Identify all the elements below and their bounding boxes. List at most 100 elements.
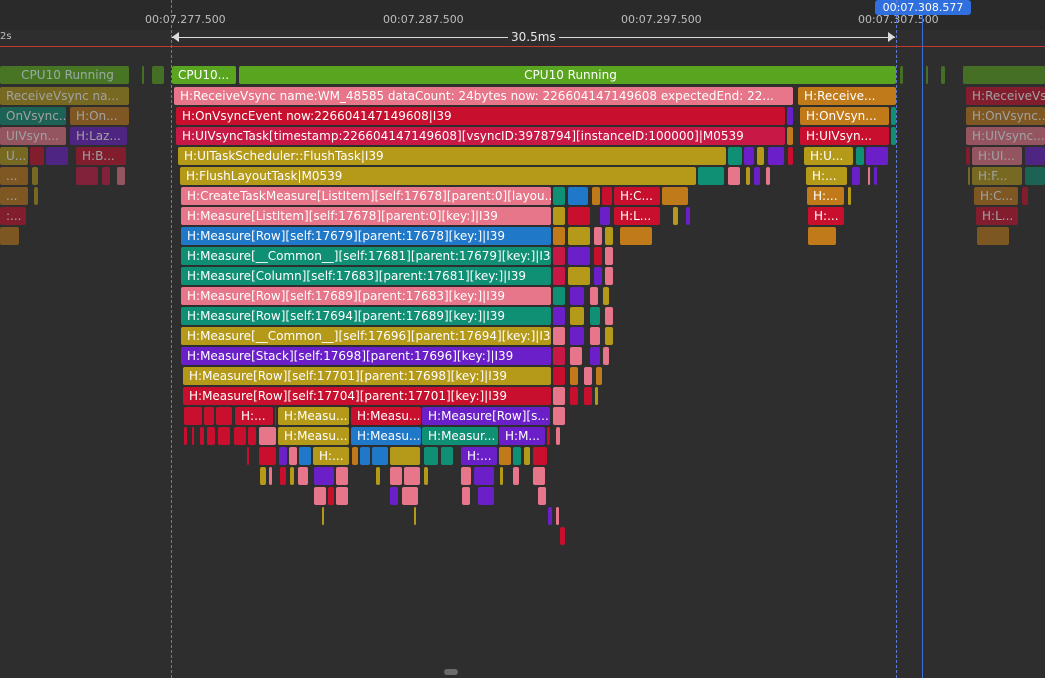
trace-slice[interactable] bbox=[289, 447, 297, 465]
trace-slice[interactable] bbox=[874, 167, 877, 185]
trace-slice[interactable] bbox=[553, 267, 565, 285]
trace-slice[interactable] bbox=[891, 107, 896, 125]
trace-slice[interactable]: UIVsyn... bbox=[0, 127, 66, 145]
trace-slice[interactable] bbox=[390, 487, 398, 505]
trace-slice[interactable] bbox=[553, 347, 565, 365]
trace-slice[interactable] bbox=[298, 467, 308, 485]
trace-slice[interactable] bbox=[866, 147, 888, 165]
trace-slice[interactable] bbox=[605, 227, 613, 245]
trace-slice[interactable] bbox=[592, 187, 600, 205]
cursor-line[interactable] bbox=[922, 15, 923, 678]
trace-slice[interactable] bbox=[603, 347, 609, 365]
trace-slice[interactable]: H:Measu... bbox=[278, 427, 349, 445]
trace-slice[interactable] bbox=[602, 187, 612, 205]
trace-slice[interactable]: H:Measure[Row][self:17689][parent:17683]… bbox=[181, 287, 551, 305]
trace-slice[interactable] bbox=[595, 387, 598, 405]
trace-slice[interactable] bbox=[269, 467, 272, 485]
trace-slice[interactable] bbox=[352, 447, 358, 465]
trace-slice[interactable] bbox=[299, 447, 311, 465]
trace-slice[interactable] bbox=[553, 387, 565, 405]
trace-slice[interactable] bbox=[372, 447, 388, 465]
trace-slice[interactable] bbox=[605, 247, 613, 265]
trace-slice[interactable] bbox=[808, 227, 836, 245]
trace-slice[interactable] bbox=[336, 467, 348, 485]
trace-slice[interactable] bbox=[76, 167, 98, 185]
trace-slice[interactable] bbox=[34, 187, 38, 205]
trace-slice[interactable]: H:L... bbox=[614, 207, 660, 225]
trace-slice[interactable] bbox=[513, 467, 519, 485]
trace-slice[interactable]: H:UITaskScheduler::FlushTask|I39 bbox=[178, 147, 726, 165]
cpu-slice[interactable] bbox=[963, 66, 1045, 84]
trace-slice[interactable] bbox=[461, 467, 471, 485]
trace-slice[interactable] bbox=[248, 427, 256, 445]
trace-slice[interactable] bbox=[728, 147, 742, 165]
trace-slice[interactable]: U... bbox=[0, 147, 28, 165]
trace-slice[interactable] bbox=[0, 227, 19, 245]
trace-slice[interactable] bbox=[570, 327, 584, 345]
trace-slice[interactable] bbox=[605, 327, 613, 345]
trace-slice[interactable]: H:Measu... bbox=[351, 427, 421, 445]
trace-slice[interactable] bbox=[556, 427, 560, 445]
trace-slice[interactable] bbox=[553, 407, 565, 425]
trace-slice[interactable] bbox=[605, 267, 613, 285]
trace-slice[interactable] bbox=[218, 427, 230, 445]
trace-slice[interactable] bbox=[868, 167, 870, 185]
trace-slice[interactable] bbox=[402, 487, 418, 505]
trace-slice[interactable] bbox=[1025, 167, 1045, 185]
trace-slice[interactable] bbox=[184, 427, 187, 445]
trace-slice[interactable] bbox=[590, 347, 600, 365]
trace-slice[interactable]: H:OnVsyncEvent now:226604147149608|I39 bbox=[176, 107, 785, 125]
trace-slice[interactable]: H:F... bbox=[972, 167, 1022, 185]
trace-slice[interactable]: H:... bbox=[808, 207, 844, 225]
trace-slice[interactable] bbox=[570, 307, 584, 325]
cpu-running-slice-left[interactable]: CPU10 Running bbox=[0, 66, 129, 84]
trace-slice[interactable] bbox=[848, 187, 851, 205]
trace-slice[interactable]: H:U... bbox=[804, 147, 853, 165]
trace-slice[interactable]: H:... bbox=[807, 187, 844, 205]
trace-slice[interactable] bbox=[856, 147, 864, 165]
trace-slice[interactable] bbox=[404, 467, 420, 485]
trace-slice[interactable]: H:Measure[Row][s... bbox=[422, 407, 550, 425]
trace-slice[interactable] bbox=[590, 307, 600, 325]
trace-slice[interactable] bbox=[328, 487, 334, 505]
cursor-time-badge[interactable]: 00:07.308.577 bbox=[875, 0, 971, 15]
trace-slice[interactable]: H:Measure[__Common__][self:17696][parent… bbox=[181, 327, 551, 345]
trace-slice[interactable] bbox=[728, 167, 740, 185]
trace-slice[interactable] bbox=[553, 367, 565, 385]
time-ruler[interactable]: 00:07.277.500 00:07.287.500 00:07.297.50… bbox=[0, 0, 1045, 30]
trace-slice[interactable]: H:Measu... bbox=[278, 407, 349, 425]
trace-slice[interactable] bbox=[553, 287, 565, 305]
cpu-slice[interactable] bbox=[926, 66, 928, 84]
trace-slice[interactable] bbox=[548, 507, 552, 525]
trace-slice[interactable] bbox=[314, 467, 334, 485]
trace-slice[interactable]: H:Measu... bbox=[351, 407, 421, 425]
trace-slice[interactable] bbox=[260, 467, 266, 485]
trace-slice[interactable] bbox=[553, 307, 565, 325]
trace-slice[interactable]: H:Measure[Stack][self:17698][parent:1769… bbox=[181, 347, 551, 365]
selection-end-line[interactable] bbox=[896, 0, 897, 678]
trace-slice[interactable]: H:CreateTaskMeasure[ListItem][self:17678… bbox=[181, 187, 551, 205]
trace-slice[interactable] bbox=[553, 327, 565, 345]
trace-slice[interactable] bbox=[524, 447, 530, 465]
trace-slice[interactable] bbox=[280, 467, 286, 485]
trace-slice[interactable] bbox=[590, 287, 598, 305]
trace-slice[interactable] bbox=[556, 507, 559, 525]
trace-slice[interactable]: H:ReceiveVs... bbox=[966, 87, 1045, 105]
trace-slice[interactable] bbox=[102, 167, 110, 185]
trace-slice[interactable] bbox=[553, 247, 565, 265]
trace-slice[interactable]: H:L... bbox=[976, 207, 1018, 225]
trace-slice[interactable] bbox=[787, 107, 793, 125]
trace-slice[interactable] bbox=[247, 447, 249, 465]
trace-slice[interactable] bbox=[553, 207, 565, 225]
trace-slice[interactable]: H:UIVsync... bbox=[966, 127, 1045, 145]
selection-start-line[interactable] bbox=[171, 0, 172, 678]
trace-slice[interactable]: H:Measure[Column][self:17683][parent:176… bbox=[181, 267, 551, 285]
trace-slice[interactable] bbox=[662, 187, 688, 205]
trace-slice[interactable] bbox=[290, 467, 294, 485]
trace-slice[interactable] bbox=[553, 187, 565, 205]
trace-slice[interactable] bbox=[462, 487, 470, 505]
trace-slice[interactable] bbox=[424, 467, 428, 485]
trace-slice[interactable]: ... bbox=[0, 187, 28, 205]
trace-slice[interactable] bbox=[966, 147, 970, 165]
trace-slice[interactable] bbox=[499, 447, 511, 465]
